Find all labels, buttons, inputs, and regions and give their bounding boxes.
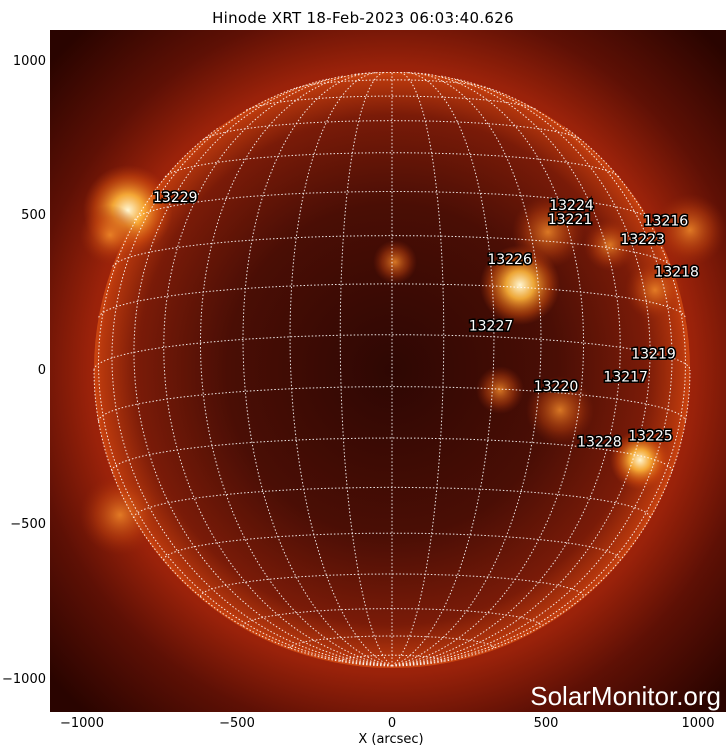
x-tick-label: 1000 bbox=[681, 716, 715, 731]
x-tick-label: 500 bbox=[533, 716, 559, 731]
y-tick-label: 0 bbox=[37, 363, 46, 378]
active-region-label: 13220 bbox=[534, 379, 579, 395]
latitude-line bbox=[296, 79, 488, 89]
longitude-line bbox=[133, 78, 393, 667]
longitude-line bbox=[391, 73, 585, 667]
x-tick-label: −500 bbox=[219, 716, 255, 731]
longitude-line bbox=[391, 126, 687, 667]
longitude-line bbox=[391, 78, 651, 667]
active-region-label: 13216 bbox=[644, 213, 689, 229]
heliographic-grid bbox=[93, 71, 691, 667]
latitude-line bbox=[134, 191, 650, 221]
active-region-label: 13218 bbox=[654, 265, 699, 281]
active-region-label: 13229 bbox=[153, 190, 198, 206]
latitude-line bbox=[199, 573, 585, 597]
image-title: Hinode XRT 18-Feb-2023 06:03:40.626 bbox=[212, 9, 514, 27]
x-tick-label: −1000 bbox=[60, 716, 104, 731]
latitude-line bbox=[111, 437, 673, 472]
y-tick-label: −1000 bbox=[2, 672, 46, 687]
active-region-label: 13226 bbox=[487, 252, 532, 268]
longitude-line bbox=[199, 73, 393, 667]
y-tick-label: −500 bbox=[10, 517, 46, 532]
longitude-line bbox=[391, 71, 445, 667]
latitude-line bbox=[112, 235, 672, 267]
longitude-line bbox=[391, 71, 495, 667]
emission-glow bbox=[610, 430, 670, 490]
longitude-line bbox=[93, 369, 393, 667]
emission-glow bbox=[476, 366, 524, 414]
longitude-line bbox=[391, 72, 542, 667]
emission-glow bbox=[526, 376, 594, 444]
longitude-line bbox=[289, 71, 393, 667]
y-tick-label: 500 bbox=[21, 208, 46, 223]
longitude-line bbox=[97, 126, 393, 667]
longitude-line bbox=[111, 87, 393, 667]
active-region-label: 13217 bbox=[603, 370, 648, 386]
emission-glow bbox=[654, 194, 726, 266]
x-axis-label: X (arcsec) bbox=[358, 732, 424, 747]
longitude-line bbox=[391, 75, 621, 667]
emission-glow bbox=[584, 219, 636, 271]
active-region-label: 13223 bbox=[620, 232, 665, 248]
latitude-line bbox=[246, 95, 538, 111]
watermark: SolarMonitor.org bbox=[530, 681, 721, 711]
active-region-label: 13228 bbox=[577, 435, 622, 451]
longitude-line bbox=[391, 369, 691, 667]
y-tick-label: 1000 bbox=[12, 54, 46, 69]
emission-glow bbox=[625, 260, 685, 320]
emission-glow bbox=[512, 196, 584, 268]
emission-glow bbox=[80, 205, 140, 265]
x-tick-label: 0 bbox=[387, 716, 397, 731]
active-region-label: 13221 bbox=[548, 212, 593, 228]
longitude-line bbox=[339, 71, 393, 667]
longitude-line bbox=[242, 72, 393, 667]
active-region-label: 13224 bbox=[549, 198, 594, 214]
emission-glow bbox=[373, 240, 417, 284]
emission-glow bbox=[80, 475, 160, 555]
active-region-label: 13225 bbox=[628, 429, 673, 445]
longitude-line bbox=[391, 87, 673, 667]
latitude-line bbox=[203, 120, 581, 140]
longitude-line bbox=[163, 75, 393, 667]
active-region-label: 13219 bbox=[631, 347, 676, 363]
active-region-label: 13227 bbox=[469, 319, 514, 335]
bright-regions bbox=[80, 165, 726, 555]
